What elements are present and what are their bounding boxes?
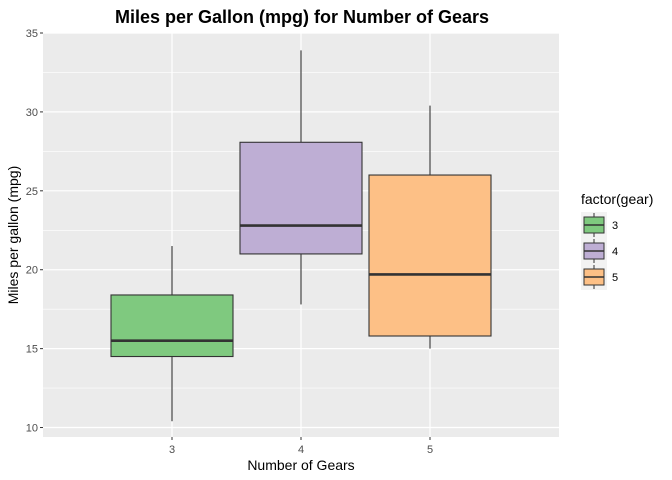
iqr-box <box>239 141 363 255</box>
x-axis-title: Number of Gears <box>247 457 354 473</box>
chart-title: Miles per Gallon (mpg) for Number of Gea… <box>115 7 489 27</box>
x-axis: 3 4 5 <box>169 437 433 456</box>
legend-keys: 3 4 5 <box>581 212 618 290</box>
iqr-box <box>368 174 492 337</box>
boxes-layer <box>110 50 492 422</box>
y-tick-label: 10 <box>26 423 38 435</box>
box-gear-5 <box>368 105 492 349</box>
y-axis: 10 15 20 25 30 35 <box>26 28 43 435</box>
legend-key-5: 5 <box>581 264 618 290</box>
x-tick-label: 5 <box>427 444 433 456</box>
x-tick-label: 4 <box>298 444 304 456</box>
box-gear-3 <box>110 246 234 422</box>
legend-label: 3 <box>612 220 618 232</box>
legend-key-4: 4 <box>581 238 618 264</box>
y-tick-label: 30 <box>26 107 38 119</box>
legend: factor(gear) 3 4 5 <box>581 191 653 290</box>
legend-key-3: 3 <box>581 212 618 238</box>
y-tick-label: 25 <box>26 186 38 198</box>
legend-title: factor(gear) <box>581 191 653 207</box>
iqr-box <box>110 294 234 358</box>
y-axis-title: Miles per gallon (mpg) <box>5 166 21 305</box>
legend-label: 5 <box>612 272 618 284</box>
x-tick-label: 3 <box>169 444 175 456</box>
legend-label: 4 <box>612 246 618 258</box>
y-tick-label: 20 <box>26 265 38 277</box>
y-tick-label: 35 <box>26 28 38 40</box>
y-tick-label: 15 <box>26 344 38 356</box>
box-gear-4 <box>239 50 363 305</box>
